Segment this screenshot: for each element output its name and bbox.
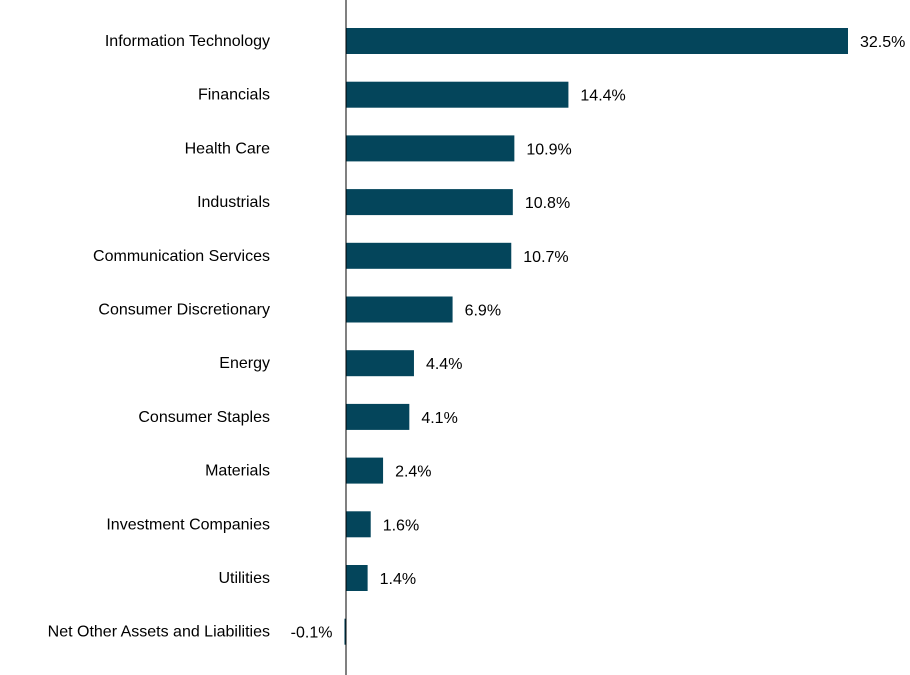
value-label: 10.8%	[525, 195, 570, 212]
value-label: 14.4%	[580, 88, 625, 105]
category-label: Financials	[198, 87, 270, 104]
bar	[346, 403, 410, 430]
bar	[346, 189, 513, 216]
category-label: Utilities	[218, 570, 270, 587]
bar	[346, 28, 848, 54]
bar	[346, 81, 569, 108]
value-label: 32.5%	[860, 34, 905, 51]
value-label: 10.7%	[523, 249, 568, 266]
value-label: 10.9%	[526, 141, 571, 158]
category-label: Consumer Discretionary	[98, 302, 270, 319]
bar	[346, 457, 384, 484]
category-label: Net Other Assets and Liabilities	[48, 624, 270, 641]
bar	[346, 565, 368, 591]
bar	[346, 511, 371, 538]
bar	[346, 296, 453, 323]
category-label: Health Care	[185, 140, 270, 157]
category-label: Materials	[205, 463, 270, 480]
bar	[346, 350, 414, 377]
value-label: 4.4%	[426, 356, 462, 373]
category-labels: Information Technology Financials Health C…	[48, 33, 270, 641]
bar	[344, 618, 346, 645]
category-label: Information Technology	[105, 33, 270, 50]
value-label: -0.1%	[291, 625, 333, 642]
value-labels: 32.5% 14.4% 10.9% 10.8% 10.7% 6.9% 4.4% 4.1% 2.4…	[291, 34, 906, 642]
category-label: Consumer Staples	[138, 409, 270, 426]
category-label: Energy	[219, 355, 270, 372]
value-label: 1.6%	[383, 517, 419, 534]
category-label: Industrials	[197, 194, 270, 211]
value-label: 6.9%	[465, 303, 501, 320]
category-label: Communication Services	[93, 248, 270, 265]
value-label: 2.4%	[395, 464, 431, 481]
bar	[346, 135, 515, 162]
category-label: Investment Companies	[106, 516, 270, 533]
value-label: 1.4%	[380, 571, 416, 588]
bar	[346, 242, 512, 269]
value-label: 4.1%	[421, 410, 457, 427]
bars-layer	[344, 28, 848, 645]
